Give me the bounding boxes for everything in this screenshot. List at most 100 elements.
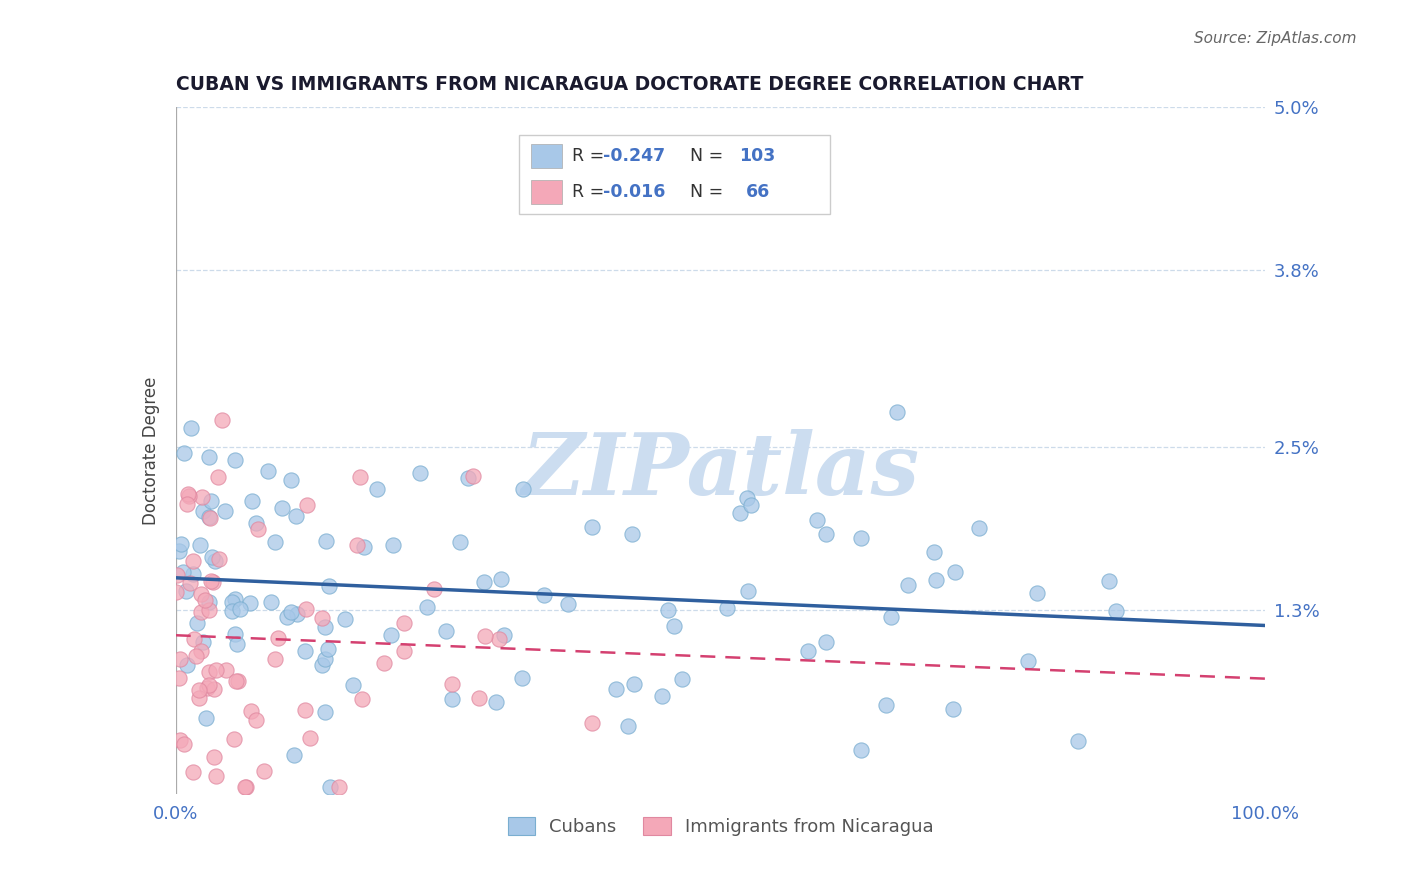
Point — [1025, 586, 1047, 600]
Point — [165, 584, 187, 599]
Point — [176, 497, 198, 511]
Text: ZIPatlas: ZIPatlas — [522, 429, 920, 513]
Point — [240, 704, 263, 718]
Point — [485, 695, 508, 709]
Point — [264, 652, 287, 666]
Point — [201, 574, 224, 589]
Point — [335, 612, 357, 626]
Point — [457, 471, 479, 485]
Point — [198, 511, 221, 525]
Point — [224, 731, 246, 746]
FancyBboxPatch shape — [531, 180, 562, 204]
Point — [1098, 574, 1121, 588]
Point — [190, 605, 212, 619]
Point — [942, 701, 965, 715]
Point — [716, 600, 738, 615]
Point — [177, 487, 200, 501]
Point — [380, 628, 402, 642]
Point — [295, 602, 318, 616]
Point — [1104, 604, 1126, 618]
Point — [423, 582, 446, 596]
Point — [253, 764, 276, 779]
FancyBboxPatch shape — [531, 144, 562, 168]
Point — [204, 553, 226, 567]
Point — [280, 605, 302, 619]
Point — [181, 566, 204, 581]
Point — [200, 574, 222, 588]
Point — [197, 594, 219, 608]
Point — [207, 470, 229, 484]
Point — [186, 648, 208, 663]
Point — [657, 603, 679, 617]
Text: 103: 103 — [740, 147, 776, 165]
Point — [943, 565, 966, 579]
Point — [512, 482, 534, 496]
Point — [169, 652, 191, 666]
Point — [202, 682, 225, 697]
Point — [510, 672, 533, 686]
Point — [474, 629, 496, 643]
Point — [173, 737, 195, 751]
Point — [294, 644, 316, 658]
Point — [662, 619, 685, 633]
Point — [245, 713, 267, 727]
Point — [170, 537, 193, 551]
Point — [235, 780, 257, 794]
Point — [434, 624, 457, 638]
Point — [205, 663, 228, 677]
Point — [224, 592, 246, 607]
Point — [880, 610, 903, 624]
Point — [242, 494, 264, 508]
Point — [205, 769, 228, 783]
Point — [849, 743, 872, 757]
Point — [1017, 654, 1039, 668]
Text: R =: R = — [572, 147, 610, 165]
Point — [190, 587, 212, 601]
Point — [229, 602, 252, 616]
Point — [896, 578, 918, 592]
Point — [285, 607, 308, 621]
Point — [197, 665, 219, 679]
Point — [172, 566, 194, 580]
Point — [187, 682, 209, 697]
Point — [295, 498, 318, 512]
Point — [180, 420, 202, 434]
Point — [193, 635, 215, 649]
Point — [494, 628, 516, 642]
Point — [169, 672, 191, 686]
Point — [284, 508, 307, 523]
Point — [875, 698, 897, 712]
Point — [651, 689, 673, 703]
Point — [316, 642, 339, 657]
Point — [740, 498, 762, 512]
Point — [276, 610, 298, 624]
Point — [169, 733, 191, 747]
Point — [314, 651, 336, 665]
Point — [617, 719, 640, 733]
Point — [924, 545, 946, 559]
Point — [533, 588, 555, 602]
Point — [605, 682, 627, 697]
Point — [381, 538, 404, 552]
Text: Source: ZipAtlas.com: Source: ZipAtlas.com — [1194, 31, 1357, 46]
Point — [191, 490, 214, 504]
Point — [264, 534, 287, 549]
Legend: Cubans, Immigrants from Nicaragua: Cubans, Immigrants from Nicaragua — [501, 809, 941, 843]
Point — [267, 631, 290, 645]
Point — [201, 549, 224, 564]
Point — [346, 538, 368, 552]
Text: -0.247: -0.247 — [603, 147, 665, 165]
FancyBboxPatch shape — [519, 135, 830, 213]
Point — [183, 632, 205, 646]
Point — [924, 573, 946, 587]
Text: N =: N = — [690, 183, 728, 202]
Point — [224, 453, 246, 467]
Point — [463, 469, 485, 483]
Point — [167, 543, 190, 558]
Point — [416, 599, 439, 614]
Point — [198, 603, 221, 617]
Point — [886, 405, 908, 419]
Point — [373, 657, 395, 671]
Point — [200, 493, 222, 508]
Point — [294, 703, 316, 717]
